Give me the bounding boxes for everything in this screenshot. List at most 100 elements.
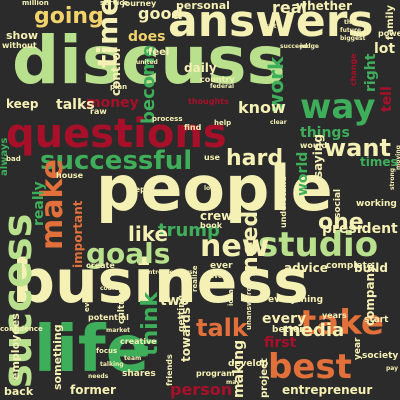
- word-people: people: [96, 152, 333, 225]
- word-world: world: [295, 151, 311, 196]
- word-house: house: [56, 171, 84, 180]
- word-journey: journey: [122, 0, 157, 8]
- word-service: service: [100, 0, 129, 7]
- word-show: show: [6, 29, 39, 42]
- word-life: life: [34, 313, 150, 387]
- word-answers: answers: [168, 0, 374, 47]
- word-may: may: [226, 379, 241, 386]
- word-realize: realize: [191, 265, 199, 292]
- word-steps: steps: [126, 185, 151, 194]
- word-money: money: [86, 95, 139, 111]
- word-crew: crew: [200, 209, 233, 223]
- word-every: every: [262, 311, 307, 327]
- word-media: media: [282, 320, 345, 341]
- word-like: like: [128, 222, 169, 246]
- word-moving: moving: [395, 145, 400, 170]
- word-friends: friends: [165, 354, 174, 386]
- word-personal: personal: [176, 0, 230, 12]
- word-create: create: [86, 261, 115, 270]
- word-need: need: [238, 210, 263, 272]
- word-studio: studio: [258, 225, 379, 265]
- word-president: president: [322, 221, 398, 237]
- word-look: look: [204, 185, 219, 192]
- word-former: former: [70, 383, 116, 397]
- word-going: going: [34, 4, 104, 29]
- word-lot: lot: [374, 41, 396, 57]
- word-without: without: [2, 41, 37, 50]
- word-needs: needs: [88, 373, 109, 380]
- word-unanswered: unanswered: [245, 281, 253, 330]
- word-book: book: [200, 221, 223, 230]
- word-develop: develop: [228, 359, 269, 369]
- word-potential: potential: [88, 313, 129, 322]
- word-talking: talking: [100, 361, 124, 368]
- word-build: build: [354, 261, 388, 275]
- word-power: power: [378, 29, 400, 38]
- word-bad: bad: [6, 155, 21, 163]
- word-strong: strong: [389, 167, 396, 190]
- word-goals: goals: [86, 237, 171, 270]
- word-find: find: [184, 123, 202, 132]
- word-program: program: [196, 369, 235, 378]
- word-better: better: [272, 325, 304, 335]
- word-employees: employees: [9, 313, 22, 380]
- word-complete: complete: [326, 261, 373, 271]
- word-feel: feel: [148, 47, 170, 58]
- word-federal: federal: [210, 83, 235, 90]
- word-future: future: [340, 27, 362, 34]
- word-pay: pay: [386, 365, 399, 372]
- word-hard: hard: [226, 146, 284, 171]
- word-plan: plan: [110, 83, 128, 91]
- word-think: think: [138, 291, 163, 356]
- word-important: important: [71, 200, 85, 268]
- word-entrepreneur: entrepreneur: [282, 383, 373, 397]
- word-things: things: [300, 125, 350, 141]
- word-course: course: [100, 285, 123, 292]
- word-million: million: [22, 0, 49, 7]
- word-daily: daily: [184, 61, 217, 75]
- word-thoughts: thoughts: [188, 97, 229, 106]
- word-succeed: succeed: [280, 43, 308, 50]
- word-best: best: [268, 347, 352, 387]
- word-getting: getting: [177, 294, 187, 332]
- word-confidence: confidence: [0, 325, 43, 333]
- word-talk: talk: [196, 314, 248, 342]
- word-working: working: [356, 199, 397, 209]
- word-start: start: [364, 315, 389, 325]
- word-social: social: [333, 188, 343, 218]
- word-really: really: [31, 181, 47, 226]
- word-help: help: [214, 119, 232, 127]
- word-back: back: [4, 385, 34, 398]
- word-whether: whether: [296, 0, 353, 13]
- word-idea: idea: [227, 289, 235, 306]
- word-clear: clear: [270, 119, 287, 126]
- word-judge: judge: [300, 43, 319, 50]
- word-use: use: [204, 153, 220, 162]
- word-take: take: [300, 303, 384, 343]
- word-something: something: [51, 324, 64, 390]
- word-two: two: [160, 293, 190, 309]
- word-set: set: [266, 23, 277, 30]
- word-years: years: [322, 311, 347, 320]
- word-first: first: [264, 335, 297, 351]
- word-successful: successful: [40, 146, 193, 176]
- word-know: know: [238, 98, 286, 117]
- word-real: real: [272, 0, 308, 17]
- word-creative: creative: [120, 337, 157, 346]
- word-business: business: [12, 247, 309, 317]
- word-trump: trump: [158, 220, 220, 241]
- word-entrepreneurs: entrepreneurs: [144, 269, 193, 276]
- word-would: would: [300, 141, 328, 150]
- word-thing: thing: [344, 19, 362, 26]
- word-want: want: [324, 134, 391, 162]
- word-right: right: [363, 53, 379, 92]
- word-biggest: biggest: [340, 35, 366, 42]
- word-focus: focus: [96, 347, 118, 355]
- word-talks: talks: [56, 97, 95, 113]
- word-shares: shares: [122, 369, 156, 379]
- word-new: new: [200, 229, 270, 264]
- word-market: market: [106, 327, 131, 334]
- word-country: country: [200, 75, 235, 84]
- word-does: does: [128, 29, 166, 45]
